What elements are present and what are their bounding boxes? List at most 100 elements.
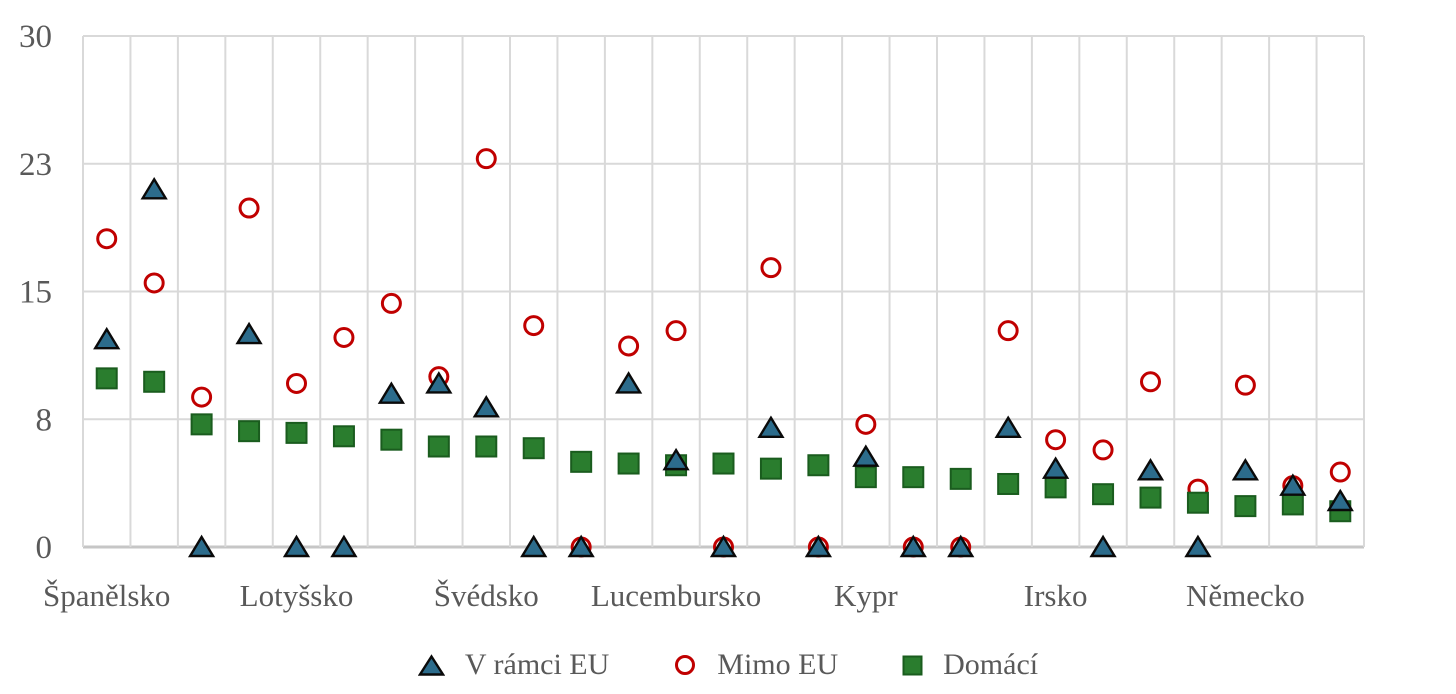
marker-triangle	[187, 534, 216, 558]
marker-circle	[333, 326, 355, 348]
marker-circle	[760, 257, 782, 279]
marker-triangle	[852, 444, 880, 467]
y-tick-label: 8	[36, 402, 53, 438]
marker-triangle	[235, 321, 263, 345]
marker-square	[475, 435, 498, 458]
marker-circle	[855, 413, 877, 435]
marker-circle	[380, 292, 402, 314]
marker-square	[95, 367, 118, 390]
triangle-marker-icon	[417, 653, 445, 676]
marker-triangle	[709, 534, 738, 558]
marker-square	[712, 452, 735, 475]
series-square	[95, 367, 1352, 523]
marker-square	[759, 457, 782, 480]
marker-square	[285, 421, 308, 444]
legend-label-mimo-eu: Mimo EU	[717, 648, 839, 681]
legend-item-v-ramci-eu: V rámci EU	[417, 648, 610, 682]
marker-triangle	[282, 534, 311, 558]
marker-square	[332, 425, 355, 448]
marker-circle	[1329, 461, 1351, 483]
marker-square	[997, 472, 1020, 495]
marker-square	[1044, 476, 1067, 499]
marker-circle	[475, 148, 497, 170]
legend-item-domaci: Domácí	[902, 648, 1038, 682]
marker-circle	[618, 335, 640, 357]
marker-circle	[1234, 374, 1256, 396]
marker-triangle	[1231, 458, 1260, 481]
x-gridlines	[82, 36, 1365, 547]
marker-triangle	[1184, 534, 1212, 558]
x-tick-label: Lotyšsko	[240, 578, 354, 613]
marker-triangle	[140, 176, 168, 200]
marker-circle	[96, 228, 118, 250]
y-tick-label: 0	[36, 530, 53, 566]
marker-square	[570, 450, 593, 473]
marker-circle	[286, 372, 307, 394]
x-tick-label: Irsko	[1024, 578, 1088, 613]
marker-triangle	[520, 534, 548, 558]
marker-triangle	[1136, 458, 1165, 481]
marker-square	[1186, 491, 1209, 514]
legend-label-domaci: Domácí	[943, 648, 1039, 681]
circle-marker-icon	[675, 655, 696, 675]
legend: V rámci EU Mimo EU Domácí	[0, 648, 1456, 682]
y-tick-label: 23	[19, 147, 52, 183]
marker-circle	[523, 315, 545, 337]
marker-square	[902, 466, 925, 489]
marker-square	[190, 413, 213, 436]
series-triangle	[93, 176, 1354, 558]
marker-triangle	[1089, 534, 1117, 558]
x-tick-label: Německo	[1186, 578, 1305, 613]
marker-square	[807, 454, 830, 477]
marker-square	[522, 437, 545, 460]
marker-triangle	[1326, 488, 1354, 512]
x-tick-label: Lucembursko	[591, 578, 761, 613]
y-tick-label: 30	[19, 19, 52, 55]
marker-square	[617, 452, 640, 475]
marker-triangle	[1279, 473, 1307, 496]
marker-circle	[191, 386, 213, 408]
marker-circle	[143, 272, 165, 294]
marker-circle	[1045, 429, 1067, 451]
marker-triangle	[425, 371, 453, 394]
marker-square	[427, 435, 450, 458]
marker-triangle	[662, 447, 690, 471]
marker-square	[1234, 495, 1257, 518]
y-tick-labels: 0 8 15 23 30	[19, 19, 52, 566]
marker-square	[143, 370, 166, 393]
marker-triangle	[377, 381, 406, 404]
marker-square	[1281, 493, 1304, 516]
y-tick-label: 15	[19, 275, 52, 311]
marker-triangle	[899, 534, 927, 558]
marker-circle	[1092, 439, 1114, 461]
marker-triangle	[994, 415, 1022, 438]
series-circle	[96, 148, 1351, 558]
scatter-plot: 0 8 15 23 30 Španělsko Lotyšsko Švédsko Lucembur…	[19, 19, 1365, 613]
marker-circle	[238, 197, 260, 219]
marker-triangle	[614, 371, 643, 394]
x-tick-labels: Španělsko Lotyšsko Švédsko Lucembursko Kypr I…	[43, 578, 1305, 613]
marker-triangle	[804, 534, 833, 558]
marker-triangle	[1041, 456, 1070, 479]
square-marker-icon	[902, 655, 923, 675]
marker-triangle	[757, 415, 785, 438]
marker-square	[1139, 486, 1162, 509]
marker-circle	[1140, 371, 1161, 393]
legend-label-v-ramci-eu: V rámci EU	[464, 648, 610, 681]
marker-triangle	[330, 534, 358, 558]
marker-square	[854, 466, 877, 489]
x-tick-label: Švédsko	[434, 578, 539, 613]
x-tick-label: Španělsko	[43, 578, 170, 613]
marker-circle	[997, 320, 1019, 342]
marker-square	[380, 428, 403, 451]
marker-triangle	[947, 534, 975, 558]
marker-square	[1092, 483, 1115, 506]
marker-square	[949, 467, 972, 490]
marker-triangle	[567, 534, 595, 558]
legend-item-mimo-eu: Mimo EU	[673, 648, 838, 682]
marker-triangle	[93, 326, 121, 350]
x-tick-label: Kypr	[834, 578, 898, 613]
marker-circle	[665, 320, 687, 342]
marker-square	[238, 420, 261, 443]
